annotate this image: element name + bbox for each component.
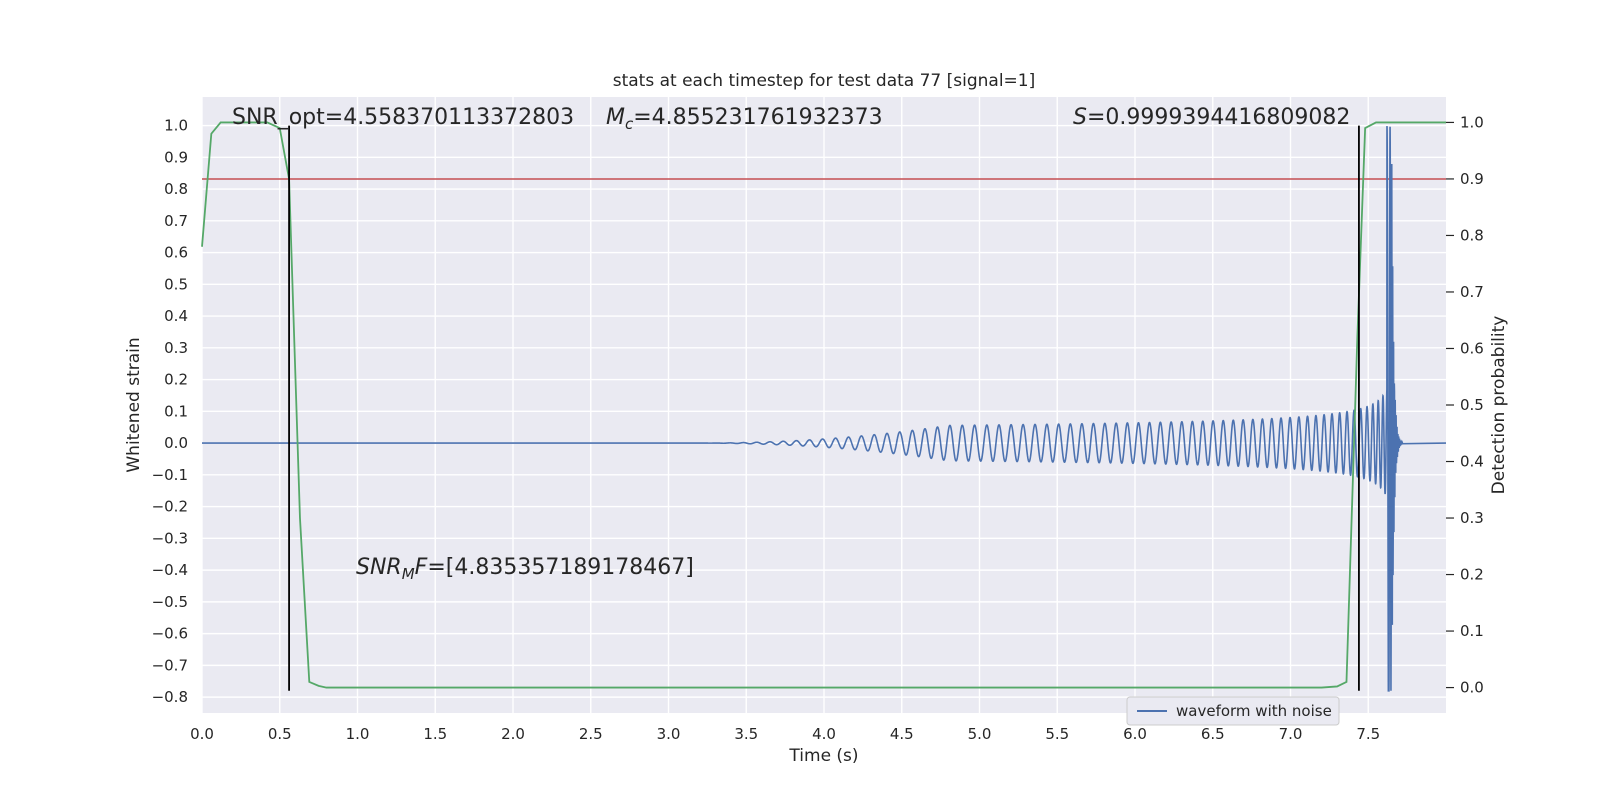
legend-label-waveform: waveform with noise xyxy=(1176,702,1332,720)
annotation-snr-mf-symbol: SNR xyxy=(356,555,402,580)
annotation-chirp-mass-symbol: M xyxy=(606,105,625,130)
x-tick-label: 5.0 xyxy=(968,725,992,743)
y2-tick-label: 0.9 xyxy=(1460,170,1484,188)
y2-tick-label: 0.1 xyxy=(1460,622,1484,640)
x-tick-label: 2.0 xyxy=(501,725,525,743)
x-tick-label: 4.0 xyxy=(812,725,836,743)
annotation-snr-mf-symbol-f: F xyxy=(415,555,428,580)
legend: waveform with noise xyxy=(1126,696,1340,726)
y2-tick-label: 0.2 xyxy=(1460,566,1484,584)
y-tick-label: −0.8 xyxy=(152,688,188,706)
y-tick-label: −0.5 xyxy=(152,593,188,611)
y-tick-label: −0.2 xyxy=(152,498,188,516)
annotation-chirp-mass: Mc=4.855231761932373 xyxy=(606,105,883,133)
annotation-s-symbol: S xyxy=(1073,105,1087,130)
y-tick-label: −0.3 xyxy=(152,529,188,547)
series-detection-probability-line xyxy=(201,121,1446,689)
x-tick-label: 5.5 xyxy=(1045,725,1069,743)
y2-tick-label: 0.4 xyxy=(1460,453,1484,471)
x-tick-label: 6.5 xyxy=(1201,725,1225,743)
y-axis-ticks: −0.8 −0.7 −0.6 −0.5 −0.4 −0.3 −0.2 −0.1 0.0 0.1 0.… xyxy=(152,117,188,707)
grid-lines xyxy=(201,97,1446,713)
y2-tick-label: 0.7 xyxy=(1460,283,1484,301)
annotation-s: S=0.9999394416809082 xyxy=(1073,105,1350,130)
chart-marks xyxy=(201,121,1447,692)
x-tick-label: 3.5 xyxy=(734,725,758,743)
y-tick-label: 0.1 xyxy=(164,402,188,420)
y-tick-label: −0.1 xyxy=(152,466,188,484)
y2-tick-label: 0.8 xyxy=(1460,226,1484,244)
chart-title: stats at each timestep for test data 77 … xyxy=(613,71,1036,91)
y-tick-label: 0.8 xyxy=(164,180,188,198)
y-tick-label: 1.0 xyxy=(164,117,188,135)
y2-axis-label: Detection probability xyxy=(1489,316,1509,495)
y2-tick-label: 0.6 xyxy=(1460,339,1484,357)
annotation-s-value: =0.9999394416809082 xyxy=(1087,105,1350,130)
annotation-snr-mf: SNRMF=[4.835357189178467] xyxy=(356,555,694,583)
y-tick-label: 0.5 xyxy=(164,275,188,293)
y-tick-label: 0.7 xyxy=(164,212,188,230)
legend-box xyxy=(1126,696,1340,726)
annotation-chirp-mass-subscript: c xyxy=(625,115,634,133)
x-tick-label: 7.5 xyxy=(1356,725,1380,743)
annotation-snr-opt: SNR_opt=4.558370113372803 xyxy=(232,105,574,130)
x-tick-label: 1.0 xyxy=(346,725,370,743)
y-tick-label: 0.2 xyxy=(164,371,188,389)
x-tick-label: 6.0 xyxy=(1123,725,1147,743)
x-tick-label: 7.0 xyxy=(1279,725,1303,743)
y-tick-label: 0.0 xyxy=(164,434,188,452)
y-tick-label: 0.9 xyxy=(164,148,188,166)
y-tick-label: −0.7 xyxy=(152,656,188,674)
x-tick-label: 0.0 xyxy=(190,725,214,743)
y2-axis-ticks: 0.0 0.1 0.2 0.3 0.4 0.5 0.6 0.7 0.8 0.9 1.0 xyxy=(1446,113,1484,697)
annotation-snr-mf-subscript: M xyxy=(402,565,415,583)
series-waveform-line xyxy=(202,125,1447,692)
y2-tick-label: 0.3 xyxy=(1460,509,1484,527)
y-tick-label: 0.4 xyxy=(164,307,188,325)
annotation-snr-mf-value: =[4.835357189178467] xyxy=(427,555,694,580)
y-tick-label: −0.6 xyxy=(152,625,188,643)
x-tick-label: 0.5 xyxy=(268,725,292,743)
y-axis-label: Whitened strain xyxy=(124,337,144,472)
x-tick-label: 2.5 xyxy=(579,725,603,743)
x-axis-label: Time (s) xyxy=(788,746,858,766)
x-tick-label: 1.5 xyxy=(423,725,447,743)
x-tick-label: 3.0 xyxy=(657,725,681,743)
annotation-chirp-mass-value: =4.855231761932373 xyxy=(633,105,882,130)
x-tick-label: 4.5 xyxy=(890,725,914,743)
y2-tick-label: 0.0 xyxy=(1460,679,1484,697)
y2-tick-label: 1.0 xyxy=(1460,113,1484,131)
y-tick-label: 0.6 xyxy=(164,244,188,262)
y-tick-label: 0.3 xyxy=(164,339,188,357)
y-tick-label: −0.4 xyxy=(152,561,188,579)
x-axis-ticks: 0.0 0.5 1.0 1.5 2.0 2.5 3.0 3.5 4.0 4.5 5.0 5.5 6.0 6… xyxy=(190,725,1380,743)
y2-tick-label: 0.5 xyxy=(1460,396,1484,414)
